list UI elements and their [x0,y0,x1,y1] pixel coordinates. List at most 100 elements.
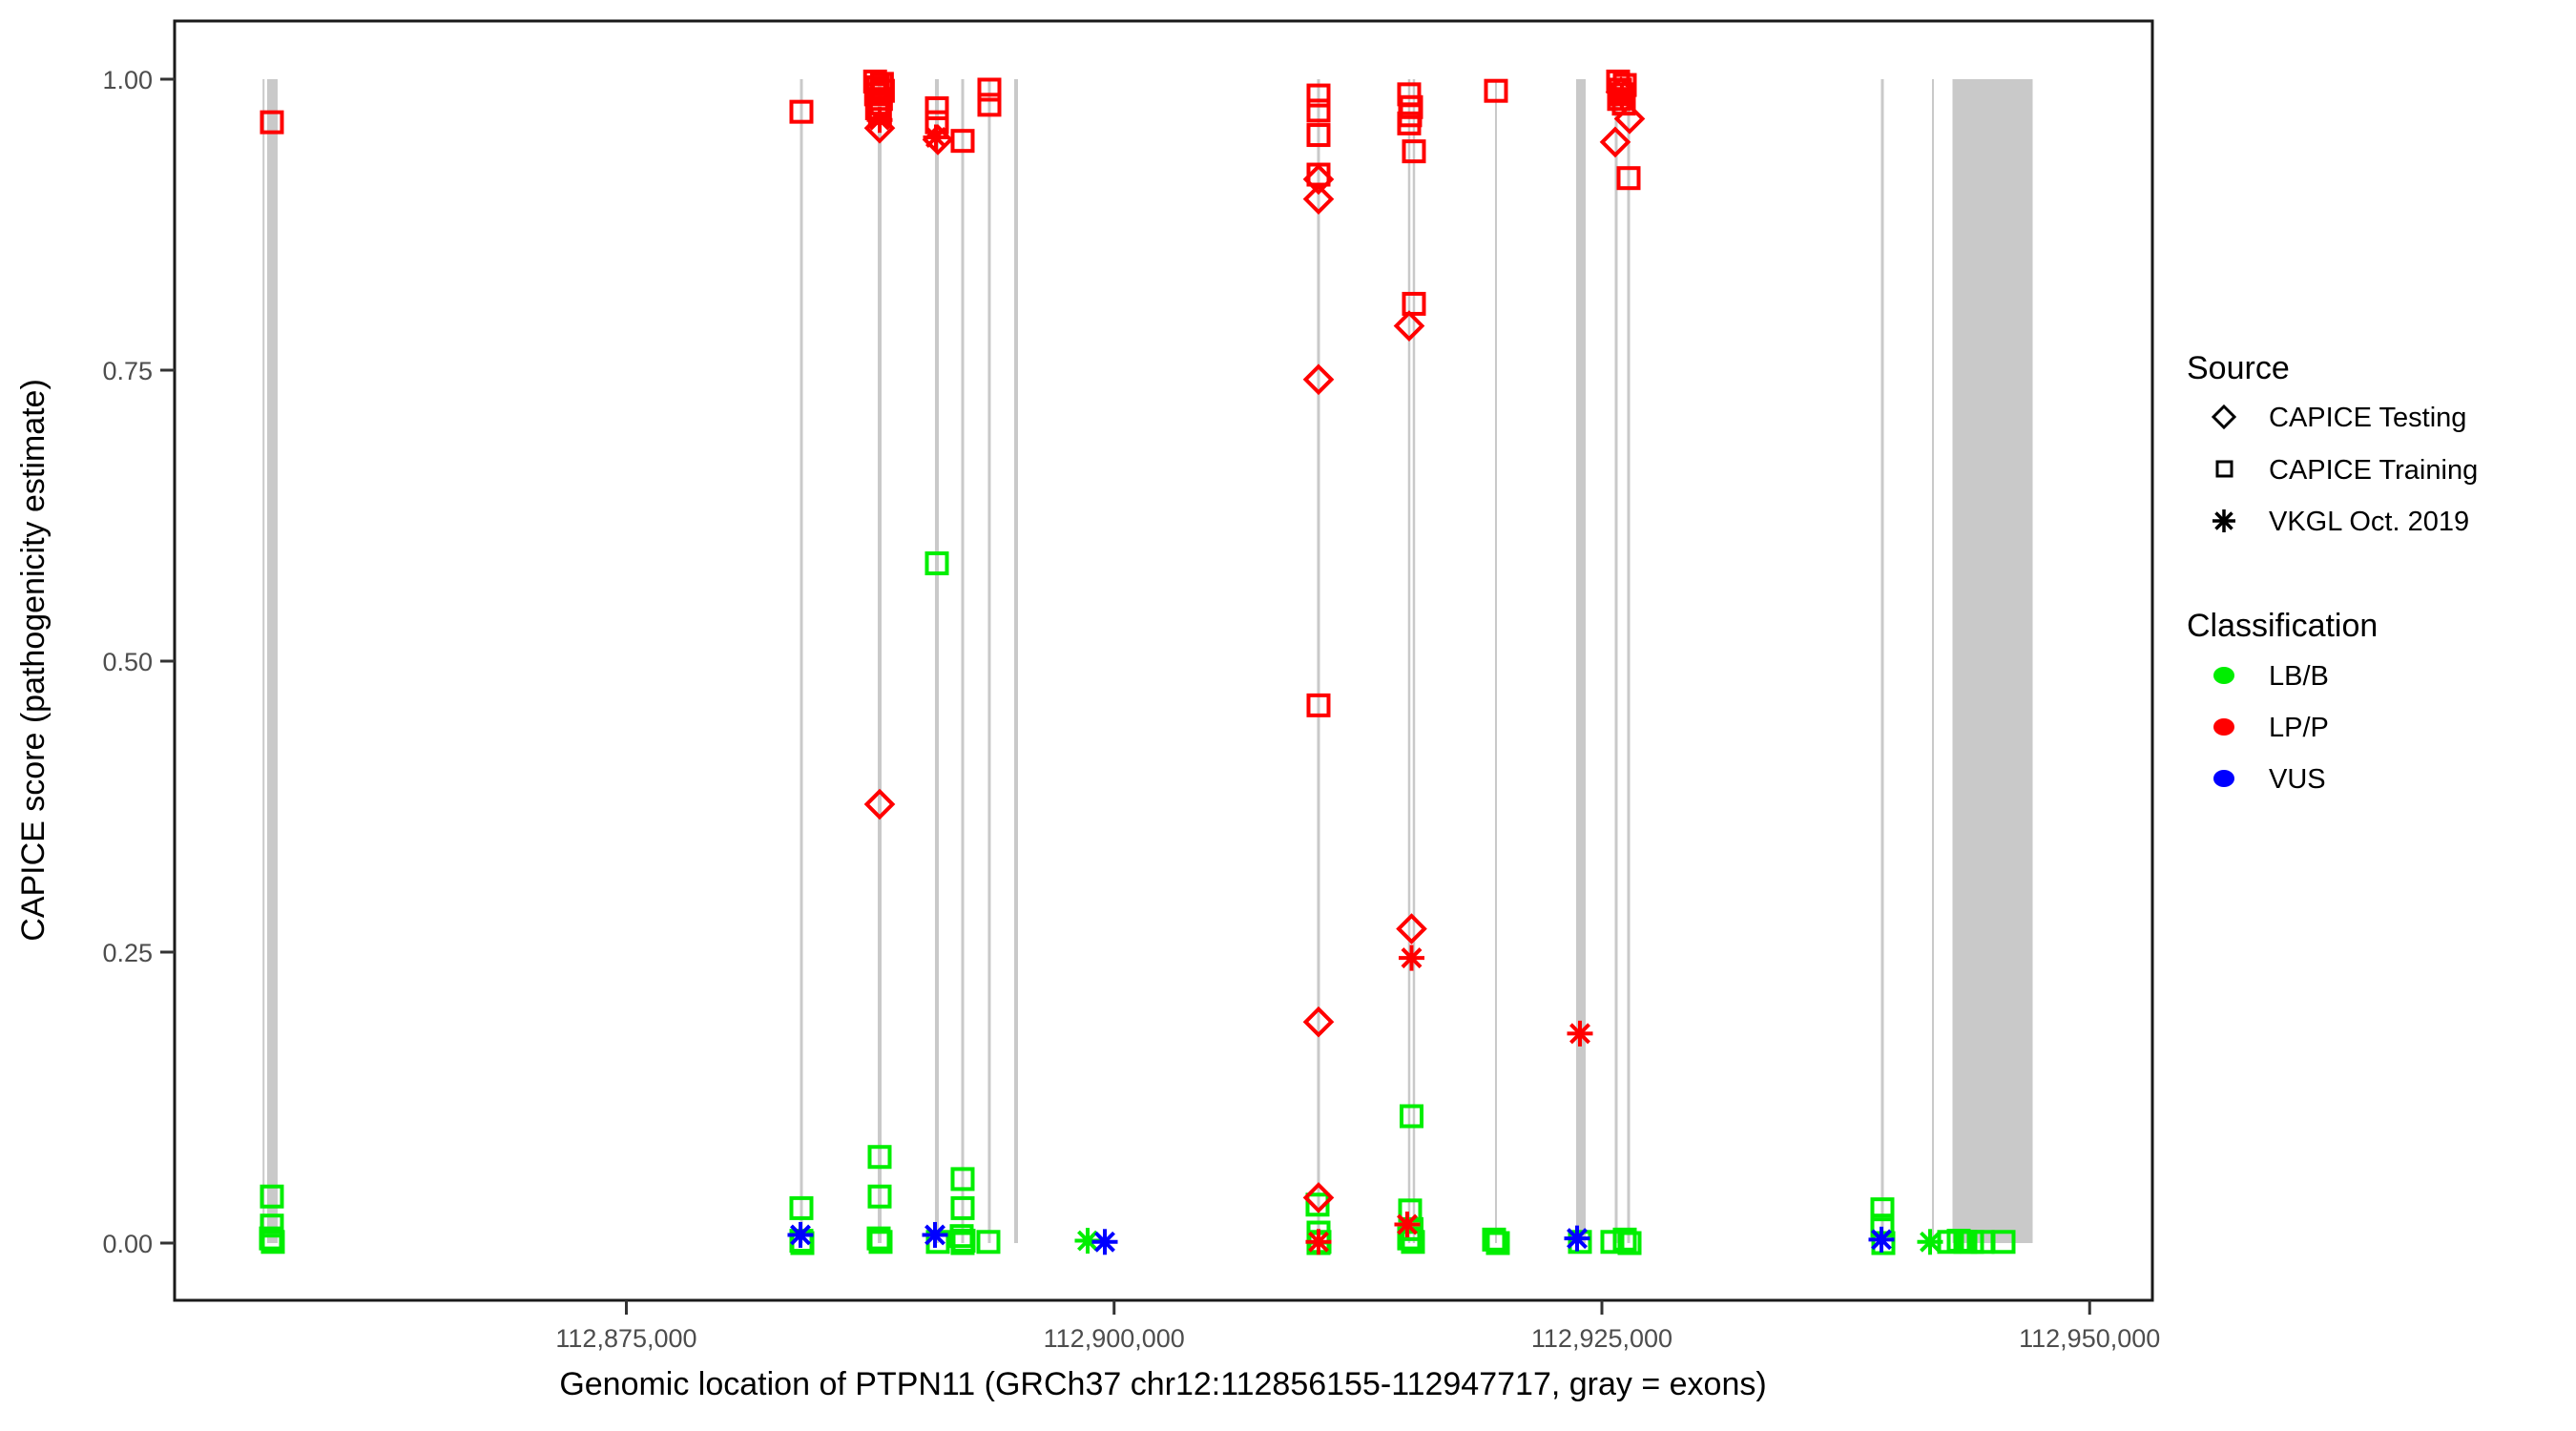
asterisk-icon [2212,509,2235,532]
exon-bar [1317,79,1320,1243]
data-point-square [977,93,1002,117]
data-point-square [1402,139,1426,164]
data-point-square [1616,166,1641,191]
data-point-diamond [922,124,954,156]
data-point-diamond [1302,183,1335,215]
data-point-square [1612,1227,1637,1252]
data-point-square [924,96,949,120]
data-point-square [950,129,975,154]
data-point-asterisk [922,1221,948,1248]
exon-bar [1931,79,1935,1243]
data-point-square [1568,1230,1592,1255]
data-point-square [789,99,814,124]
data-point-asterisk [1564,1225,1590,1252]
data-point-square [950,1195,975,1220]
data-point-square [1991,1230,2016,1255]
data-point-square [1306,693,1331,717]
data-point-diamond [1302,1182,1335,1213]
data-point-square [1484,78,1508,103]
data-point-diamond [1613,103,1646,135]
data-point-asterisk [787,1221,814,1248]
lpp-dot-icon [2213,718,2234,736]
data-point-asterisk [1394,1211,1421,1237]
data-point-asterisk [1074,1228,1101,1255]
data-point-square [260,1230,285,1255]
legend-source-item-label: VKGL Oct. 2019 [2269,507,2469,537]
legend-source-item-label: CAPICE Training [2269,455,2478,486]
data-point-asterisk [1567,1020,1593,1047]
lbb-dot-icon [2213,667,2234,684]
data-point-square [1485,1231,1510,1255]
data-point-square [260,1184,284,1209]
data-point-square [1397,111,1422,135]
y-tick-label: 0.75 [102,357,153,385]
legend-classification-item-label: VUS [2269,764,2326,795]
data-point-square [1871,1231,1896,1255]
data-point-square [1870,1197,1895,1222]
data-point-diamond [863,112,896,144]
data-point-diamond [1302,363,1335,396]
exon-bar [800,79,803,1243]
exon-bar [1880,79,1884,1243]
y-tick-label: 0.50 [102,648,153,676]
square-icon [2215,460,2233,478]
data-point-square [867,1145,892,1170]
exon-bar [877,79,882,1243]
data-point-asterisk [866,107,893,134]
data-point-square [260,1213,284,1238]
exon-bar [987,79,991,1243]
y-tick-label: 1.00 [102,66,153,94]
exon-bar [1407,79,1411,1243]
y-tick-label: 0.25 [102,939,153,967]
exon-bar [1614,79,1618,1243]
exon-bar [1575,79,1586,1243]
data-point-diamond [1302,1006,1335,1038]
data-point-asterisk [1091,1229,1118,1255]
exon-bar [262,79,265,1243]
legend-source-item-label: CAPICE Testing [2269,403,2466,433]
diamond-icon [2211,404,2237,430]
x-tick-label: 112,925,000 [1531,1324,1672,1353]
exon-bar [1627,79,1631,1243]
data-point-square [260,110,284,135]
data-point-asterisk [923,124,949,151]
exon-bar [1013,79,1019,1243]
legend-source-title: Source [2187,350,2290,386]
data-point-diamond [1599,126,1631,158]
exon-bar [1952,79,2033,1243]
data-point-square [259,1226,283,1251]
data-point-square [1402,291,1426,316]
data-point-square [976,1230,1001,1255]
data-point-square [1399,1104,1423,1129]
exon-bar [1412,79,1416,1243]
data-point-diamond [1396,913,1427,944]
data-point-diamond [863,788,896,820]
data-point-square [1482,1227,1506,1252]
exon-bar [934,79,939,1243]
legend-classification-title: Classification [2187,608,2378,644]
data-point-square [1306,123,1331,148]
data-point-asterisk [1609,83,1635,110]
x-tick-label: 112,875,000 [555,1324,696,1353]
exon-bar [266,79,278,1243]
panel-border [173,19,2154,1302]
legend-source: Source CAPICE Testing CAPICE Training VK… [2187,350,2478,537]
data-point-square [866,1226,891,1251]
legend-classification-item-label: LB/B [2269,661,2329,692]
exon-bar [1494,79,1497,1243]
data-point-square [1617,1231,1642,1255]
x-axis-title: Genomic location of PTPN11 (GRCh37 chr12… [559,1366,1766,1402]
data-point-square [1306,98,1331,123]
data-point-asterisk [1305,1229,1332,1255]
data-point-diamond [1302,163,1335,196]
data-point-square [1600,1230,1625,1255]
data-point-square [924,551,949,576]
data-point-square [950,1167,975,1192]
data-point-square [1306,83,1331,108]
data-point-diamond [1393,310,1425,342]
exon-bar [961,79,965,1243]
legend-classification: Classification LB/B LP/P VUS [2187,608,2378,795]
vus-dot-icon [2213,770,2234,787]
